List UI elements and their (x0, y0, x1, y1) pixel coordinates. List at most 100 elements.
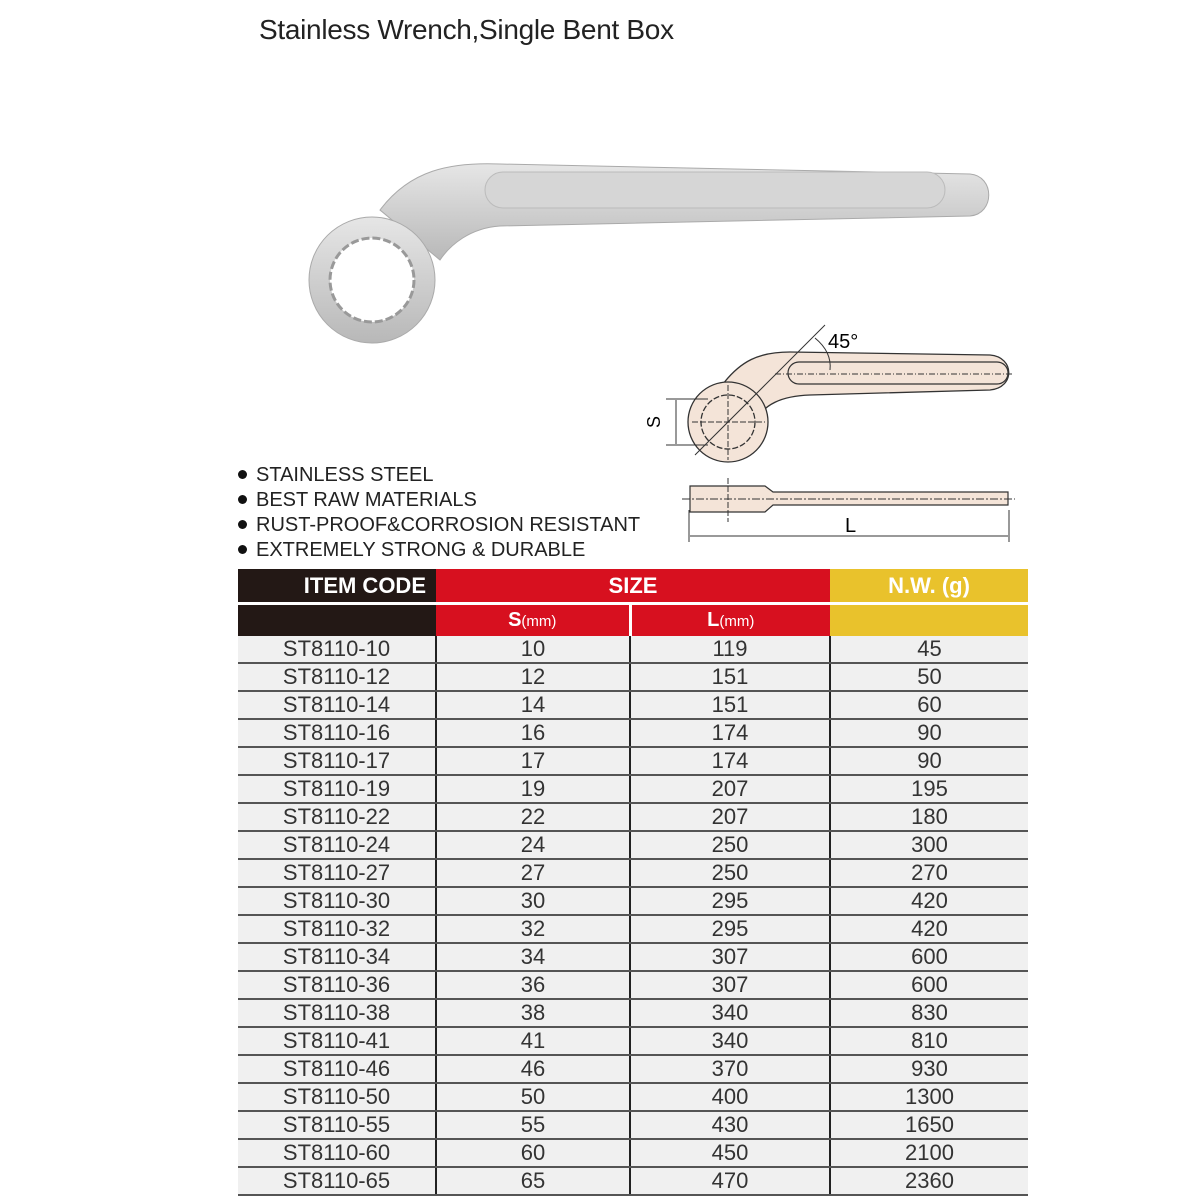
weight-cell: 45 (829, 636, 1028, 664)
table-row: ST8110-19 19 207 195 (238, 775, 1028, 804)
l-cell: 295 (629, 887, 830, 916)
item-code-cell: ST8110-34 (238, 943, 436, 972)
table-row: ST8110-65 65 470 2360 (238, 1167, 1028, 1196)
table-row: ST8110-41 41 340 810 (238, 1027, 1028, 1056)
item-code-cell: ST8110-24 (238, 831, 436, 860)
item-code-cell: ST8110-30 (238, 887, 436, 916)
table-row: ST8110-38 38 340 830 (238, 999, 1028, 1028)
bullet-icon (238, 520, 247, 529)
wrench-photo (308, 163, 990, 344)
s-cell: 34 (435, 943, 630, 972)
weight-cell: 600 (829, 971, 1028, 1000)
s-cell: 46 (435, 1055, 630, 1084)
table-row: ST8110-14 14 151 60 (238, 691, 1028, 720)
s-cell: 12 (435, 663, 630, 692)
item-code-cell: ST8110-50 (238, 1083, 436, 1112)
weight-cell: 50 (829, 663, 1028, 692)
weight-cell: 2360 (829, 1167, 1028, 1196)
header-nw: N.W. (g) (830, 569, 1028, 604)
s-cell: 19 (435, 775, 630, 804)
bullet-icon (238, 545, 247, 554)
feature-text: RUST-PROOF&CORROSION RESISTANT (256, 514, 641, 536)
table-row: ST8110-36 36 307 600 (238, 971, 1028, 1000)
weight-cell: 195 (829, 775, 1028, 804)
l-cell: 174 (629, 719, 830, 748)
feature-item: EXTREMELY STRONG & DURABLE (238, 538, 640, 563)
l-cell: 307 (629, 971, 830, 1000)
item-code-cell: ST8110-38 (238, 999, 436, 1028)
weight-cell: 300 (829, 831, 1028, 860)
item-code-cell: ST8110-55 (238, 1111, 436, 1140)
weight-cell: 1650 (829, 1111, 1028, 1140)
item-code-cell: ST8110-41 (238, 1027, 436, 1056)
table-row: ST8110-12 12 151 50 (238, 663, 1028, 692)
s-cell: 50 (435, 1083, 630, 1112)
table-row: ST8110-32 32 295 420 (238, 915, 1028, 944)
header-s: S(mm) (436, 602, 630, 636)
l-cell: 295 (629, 915, 830, 944)
s-cell: 22 (435, 803, 630, 832)
l-cell: 340 (629, 1027, 830, 1056)
feature-item: RUST-PROOF&CORROSION RESISTANT (238, 513, 640, 538)
s-cell: 65 (435, 1167, 630, 1196)
l-cell: 340 (629, 999, 830, 1028)
weight-cell: 90 (829, 719, 1028, 748)
table-row: ST8110-30 30 295 420 (238, 887, 1028, 916)
l-cell: 450 (629, 1139, 830, 1168)
weight-cell: 270 (829, 859, 1028, 888)
s-cell: 14 (435, 691, 630, 720)
item-code-cell: ST8110-19 (238, 775, 436, 804)
table-row: ST8110-60 60 450 2100 (238, 1139, 1028, 1168)
spec-table: ITEM CODE SIZE N.W. (g) S(mm) L(mm) ST81… (238, 569, 1028, 1196)
l-cell: 207 (629, 803, 830, 832)
l-cell: 370 (629, 1055, 830, 1084)
weight-cell: 420 (829, 915, 1028, 944)
table-row: ST8110-34 34 307 600 (238, 943, 1028, 972)
s-cell: 24 (435, 831, 630, 860)
wrench-dimension-diagram: 45° S L (644, 324, 1015, 542)
item-code-cell: ST8110-36 (238, 971, 436, 1000)
feature-text: BEST RAW MATERIALS (256, 489, 477, 511)
header-size: SIZE (436, 569, 830, 604)
s-cell: 10 (435, 636, 630, 664)
l-cell: 430 (629, 1111, 830, 1140)
weight-cell: 1300 (829, 1083, 1028, 1112)
feature-list: STAINLESS STEEL BEST RAW MATERIALS RUST-… (238, 463, 640, 563)
bullet-icon (238, 495, 247, 504)
weight-cell: 830 (829, 999, 1028, 1028)
page-title: Stainless Wrench,Single Bent Box (259, 14, 674, 45)
item-code-cell: ST8110-16 (238, 719, 436, 748)
header-item-code: ITEM CODE (238, 569, 436, 604)
table-row: ST8110-22 22 207 180 (238, 803, 1028, 832)
table-row: ST8110-24 24 250 300 (238, 831, 1028, 860)
item-code-cell: ST8110-60 (238, 1139, 436, 1168)
l-cell: 151 (629, 663, 830, 692)
l-cell: 174 (629, 747, 830, 776)
item-code-cell: ST8110-27 (238, 859, 436, 888)
s-cell: 17 (435, 747, 630, 776)
table-row: ST8110-46 46 370 930 (238, 1055, 1028, 1084)
item-code-cell: ST8110-65 (238, 1167, 436, 1196)
item-code-cell: ST8110-17 (238, 747, 436, 776)
weight-cell: 420 (829, 887, 1028, 916)
item-code-cell: ST8110-12 (238, 663, 436, 692)
l-cell: 207 (629, 775, 830, 804)
bullet-icon (238, 470, 247, 479)
l-dimension-label: L (845, 515, 856, 537)
s-cell: 55 (435, 1111, 630, 1140)
header-l: L(mm) (628, 602, 830, 636)
s-cell: 41 (435, 1027, 630, 1056)
table-row: ST8110-50 50 400 1300 (238, 1083, 1028, 1112)
feature-text: EXTREMELY STRONG & DURABLE (256, 539, 586, 561)
table-row: ST8110-16 16 174 90 (238, 719, 1028, 748)
weight-cell: 600 (829, 943, 1028, 972)
s-cell: 32 (435, 915, 630, 944)
l-cell: 470 (629, 1167, 830, 1196)
l-cell: 307 (629, 943, 830, 972)
weight-cell: 180 (829, 803, 1028, 832)
item-code-cell: ST8110-14 (238, 691, 436, 720)
s-cell: 38 (435, 999, 630, 1028)
header-nw-blank (830, 602, 1028, 636)
table-row: ST8110-17 17 174 90 (238, 747, 1028, 776)
feature-text: STAINLESS STEEL (256, 464, 434, 486)
